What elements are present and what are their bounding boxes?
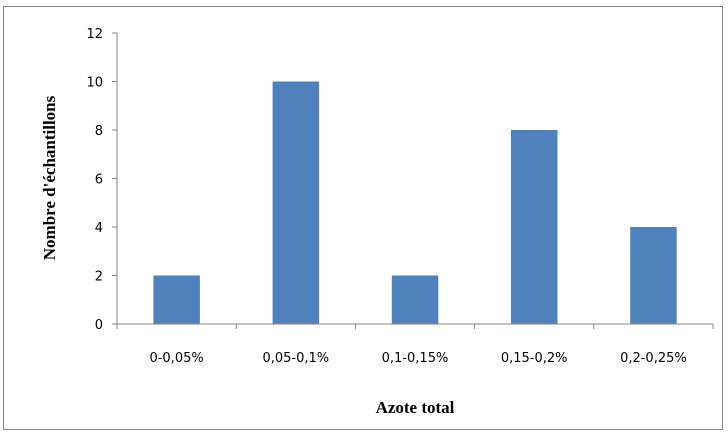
bars-group [153,81,677,324]
y-tick-label: 6 [95,173,103,188]
y-axis-title: Nombre d'échantillons [40,95,59,260]
chart-frame [3,6,723,430]
y-tick-label: 12 [86,27,103,42]
y-tick-label: 0 [95,318,103,333]
y-tick-labels: 0 2 4 6 8 10 12 [86,27,103,333]
axes-group [112,32,714,329]
y-tick-label: 4 [95,221,103,236]
y-tick-label: 2 [95,270,103,285]
bar-1 [153,275,200,324]
x-axis-title: Azote total [376,398,455,417]
bar-3 [391,275,439,324]
bar-2 [272,81,320,324]
bar-5 [630,227,677,324]
x-tick-label: 0-0,05% [149,351,203,366]
x-tick-label: 0,15-0,2% [501,351,568,366]
y-tick-label: 10 [86,76,103,91]
x-tick-label: 0,2-0,25% [620,351,687,366]
x-tick-label: 0,1-0,15% [382,351,449,366]
bar-4 [511,130,558,324]
y-tick-label: 8 [95,124,103,139]
x-tick-label: 0,05-0,1% [262,351,329,366]
x-tick-labels: 0-0,05% 0,05-0,1% 0,1-0,15% 0,15-0,2% 0,2-0,… [149,351,686,366]
